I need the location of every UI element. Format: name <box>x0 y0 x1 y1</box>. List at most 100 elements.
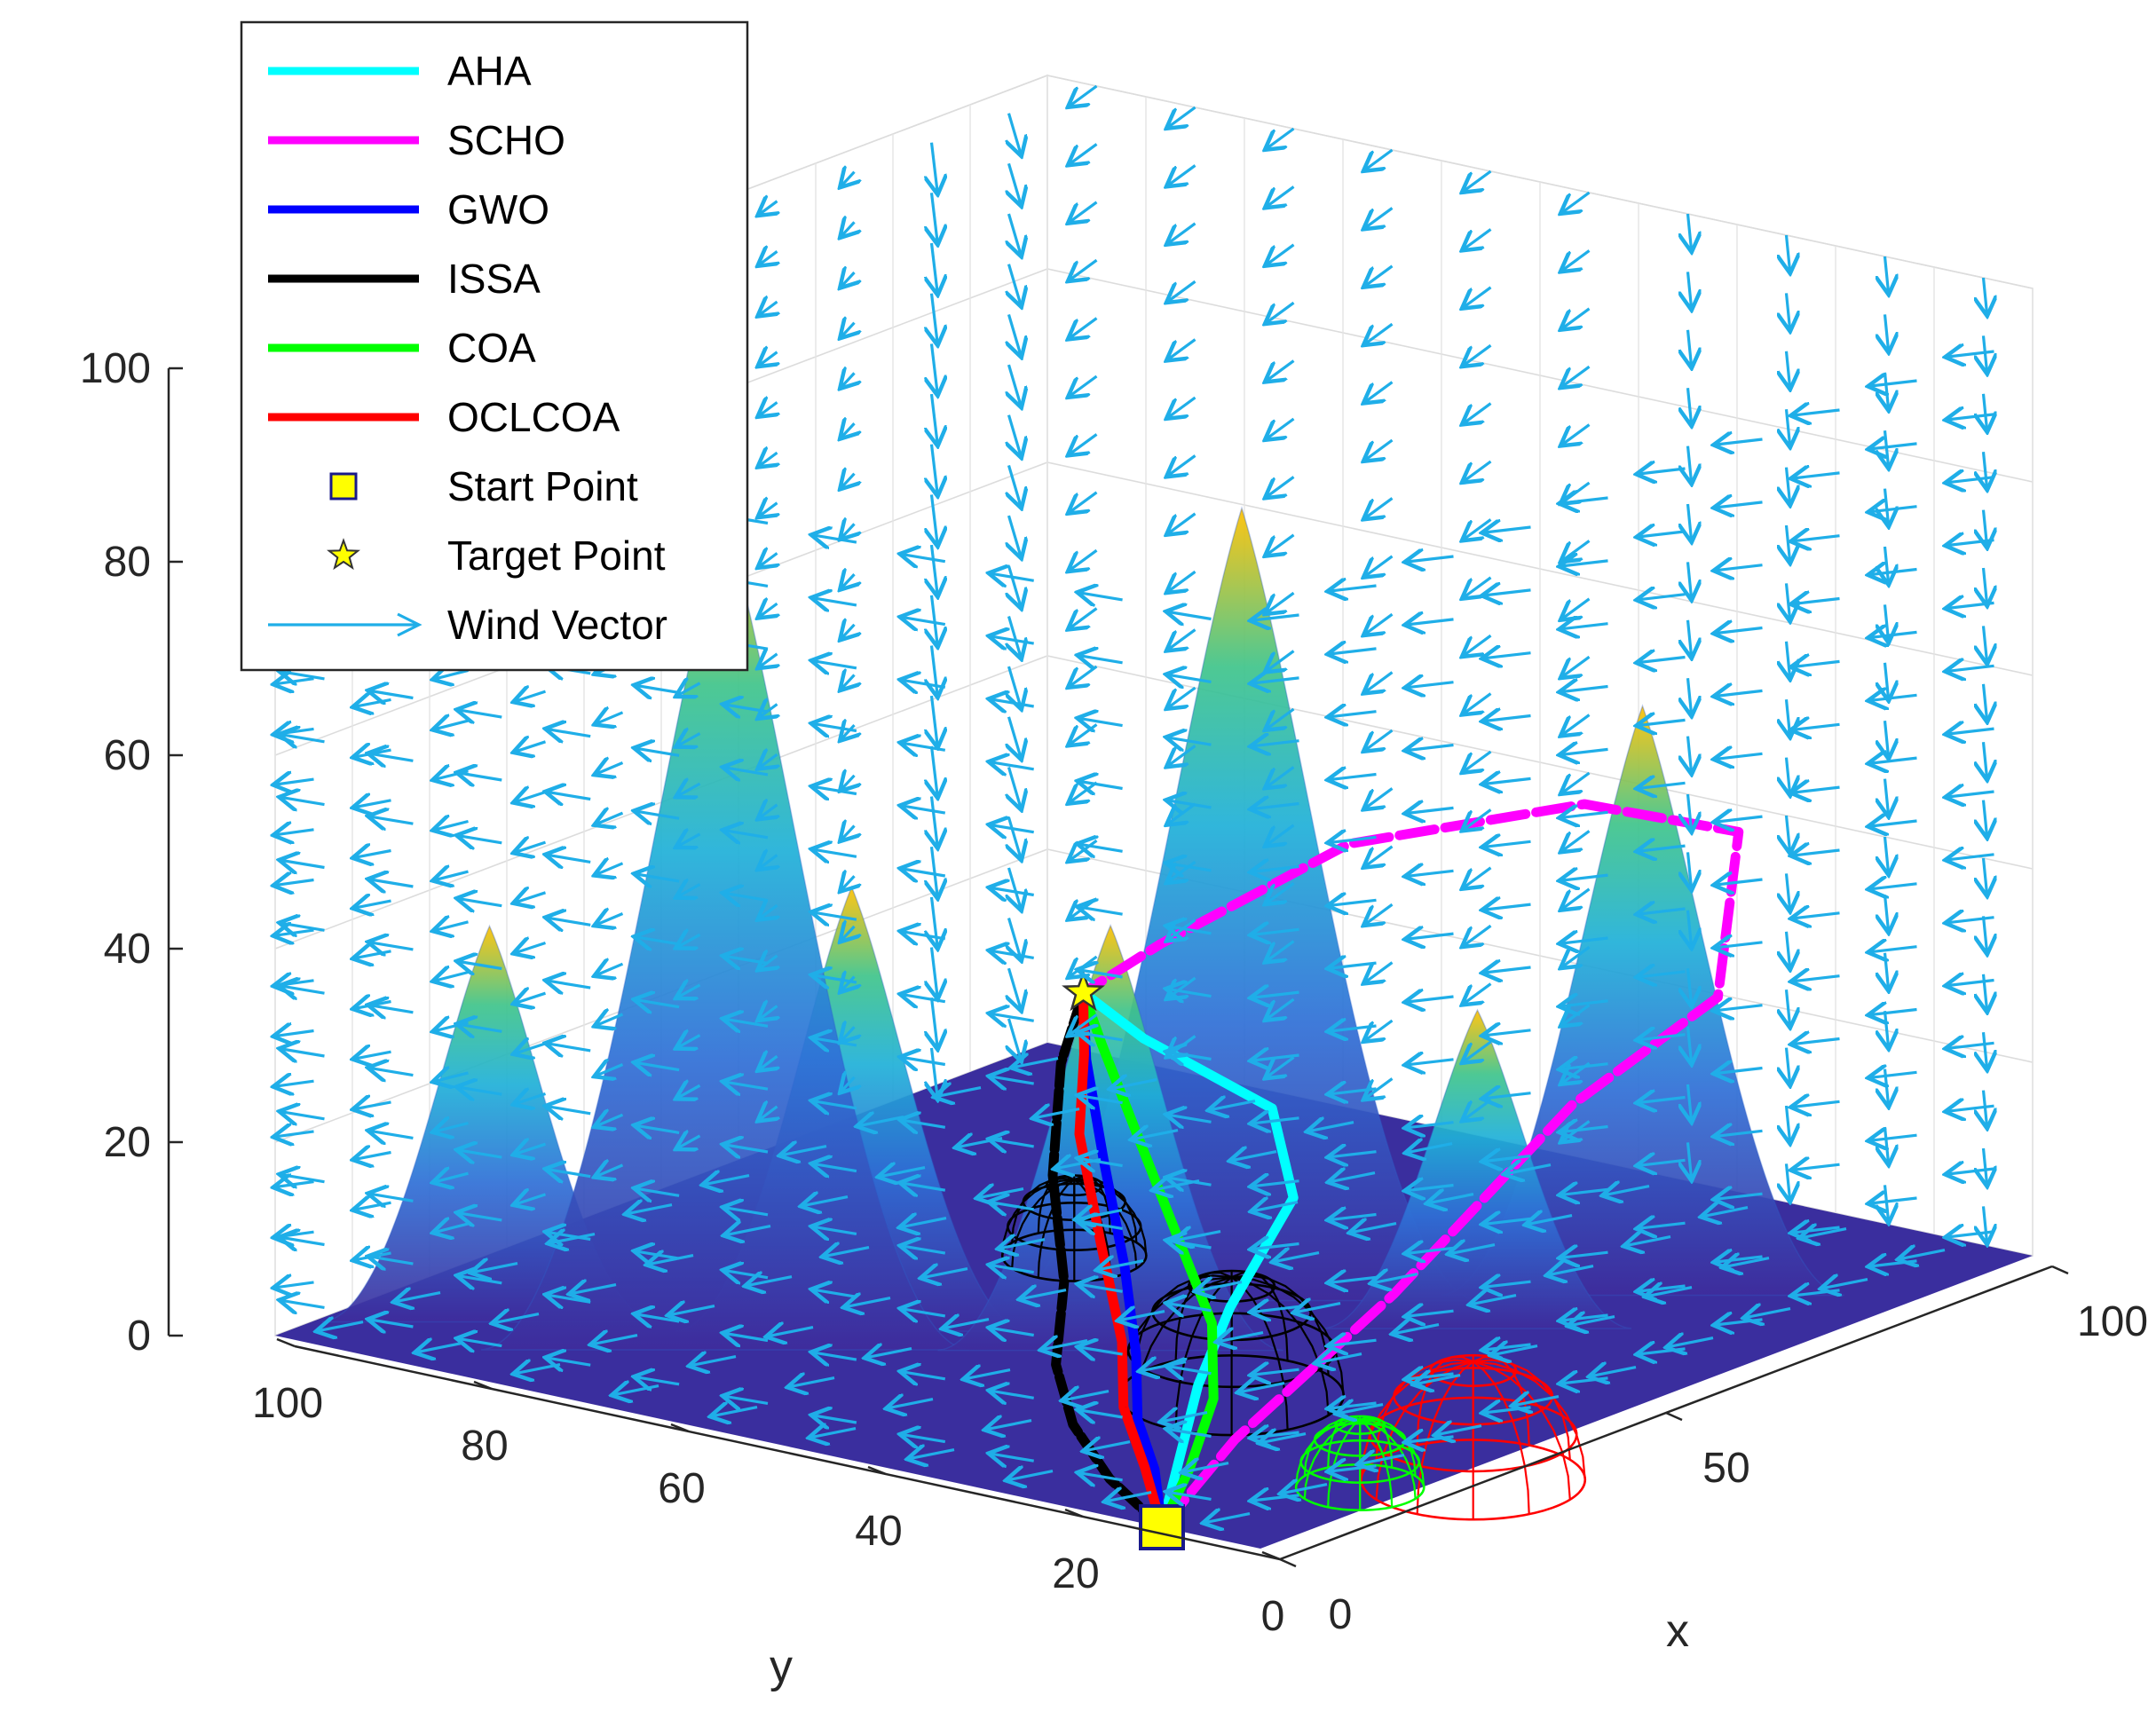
wind-vector <box>1787 234 1790 271</box>
wind-vector <box>1070 201 1098 222</box>
wind-vector <box>841 474 854 487</box>
wind-vector <box>596 1065 624 1076</box>
wind-vector <box>769 1328 814 1336</box>
wind-vector <box>760 705 778 718</box>
wind-vector <box>1506 1165 1552 1174</box>
wind-vector <box>859 1117 904 1126</box>
wind-vector <box>932 847 938 896</box>
wind-vector <box>1408 745 1454 751</box>
wind-vector <box>1268 243 1295 264</box>
wind-vector <box>1169 612 1212 619</box>
wind-vector <box>1169 1304 1212 1311</box>
wind-vector <box>516 691 546 701</box>
wind-vector <box>1253 1055 1299 1061</box>
wind-vector <box>932 293 938 343</box>
wind-vector <box>678 1036 701 1048</box>
wind-vector <box>435 1173 469 1182</box>
wind-vector <box>841 222 854 235</box>
wind-vector <box>1528 1216 1573 1225</box>
wind-vector <box>1570 1317 1615 1326</box>
wind-vector <box>548 1358 591 1365</box>
wind-vector <box>1408 997 1454 1002</box>
wind-vector <box>691 1357 737 1366</box>
wind-vector <box>1366 671 1394 692</box>
z-tick-label: 80 <box>104 539 151 586</box>
wind-vector <box>1009 716 1021 757</box>
wind-vector <box>932 242 938 293</box>
wind-vector <box>1366 787 1394 808</box>
wind-vector <box>1948 1232 1994 1237</box>
wind-vector <box>282 1049 325 1056</box>
wind-vector <box>725 1145 769 1152</box>
wind-vector <box>596 914 624 925</box>
wind-vector <box>747 1277 793 1286</box>
wind-vector <box>1331 1173 1376 1182</box>
wind-vector <box>1639 1223 1686 1228</box>
legend-label: Start Point <box>447 463 638 509</box>
y-tick-mark <box>867 1465 887 1476</box>
wind-vector <box>370 1005 414 1013</box>
wind-vector <box>459 773 502 780</box>
wind-vector <box>1373 1274 1418 1283</box>
wind-vector <box>1717 816 1763 822</box>
wind-vector <box>903 1058 946 1065</box>
wind-vector <box>1331 712 1377 717</box>
wind-vector <box>1366 381 1394 402</box>
wind-vector <box>1639 720 1686 725</box>
wind-vector <box>370 1320 414 1327</box>
wind-vector <box>516 943 546 953</box>
wind-vector <box>1169 1367 1212 1374</box>
wind-vector <box>1408 934 1454 939</box>
wind-vector <box>1078 1210 1123 1219</box>
wind-vector <box>636 1063 680 1070</box>
wind-vector <box>1070 258 1098 280</box>
wind-vector <box>1070 491 1098 512</box>
obstacle-meridian <box>1473 1360 1571 1500</box>
wind-vector <box>1366 497 1394 517</box>
wind-vector <box>1688 1026 1692 1062</box>
wind-vector <box>910 1450 955 1459</box>
wind-vector <box>282 923 325 930</box>
wind-vector <box>1485 527 1531 532</box>
wind-vector <box>991 1391 1034 1398</box>
x-axis-label: x <box>1666 1605 1689 1657</box>
wind-vector <box>1984 916 1987 951</box>
wind-vector <box>1717 565 1763 571</box>
wind-vector <box>991 1013 1034 1021</box>
wind-vector <box>1169 454 1196 475</box>
wind-vector <box>370 1068 414 1076</box>
wind-vector <box>991 1076 1034 1084</box>
wind-vector <box>958 1139 1003 1147</box>
wind-vector <box>725 894 769 901</box>
wind-vector <box>1112 1080 1157 1089</box>
wind-vector <box>1493 1346 1538 1355</box>
wind-vector <box>1472 1296 1517 1305</box>
wind-vector <box>841 826 854 840</box>
wind-vector <box>459 836 502 843</box>
wind-vector <box>1717 1194 1763 1199</box>
wind-vector <box>1268 766 1295 786</box>
wind-vector <box>725 1334 769 1341</box>
wind-vector <box>1562 875 1608 880</box>
wind-vector <box>636 1188 680 1195</box>
wind-vector <box>636 686 680 693</box>
wind-vector <box>282 1238 325 1245</box>
wind-vector <box>1080 970 1123 977</box>
wind-vector <box>459 899 502 906</box>
wind-vector <box>1080 1410 1123 1417</box>
wind-vector <box>1885 314 1889 350</box>
wind-vector <box>550 1234 596 1243</box>
wind-vector <box>282 1112 325 1119</box>
wind-vector <box>282 798 325 805</box>
wind-vector <box>628 1205 673 1214</box>
series-issa <box>1047 988 1167 1533</box>
wind-vector <box>1563 714 1591 735</box>
wind-vector <box>1283 1485 1328 1494</box>
wind-vector <box>841 272 854 286</box>
wind-vector <box>678 784 701 796</box>
obstacle-meridian <box>1359 1418 1417 1499</box>
wind-vector <box>1562 561 1608 566</box>
wind-vector <box>282 861 325 868</box>
wind-vector <box>1253 1181 1299 1187</box>
wind-vector <box>1035 1109 1080 1118</box>
